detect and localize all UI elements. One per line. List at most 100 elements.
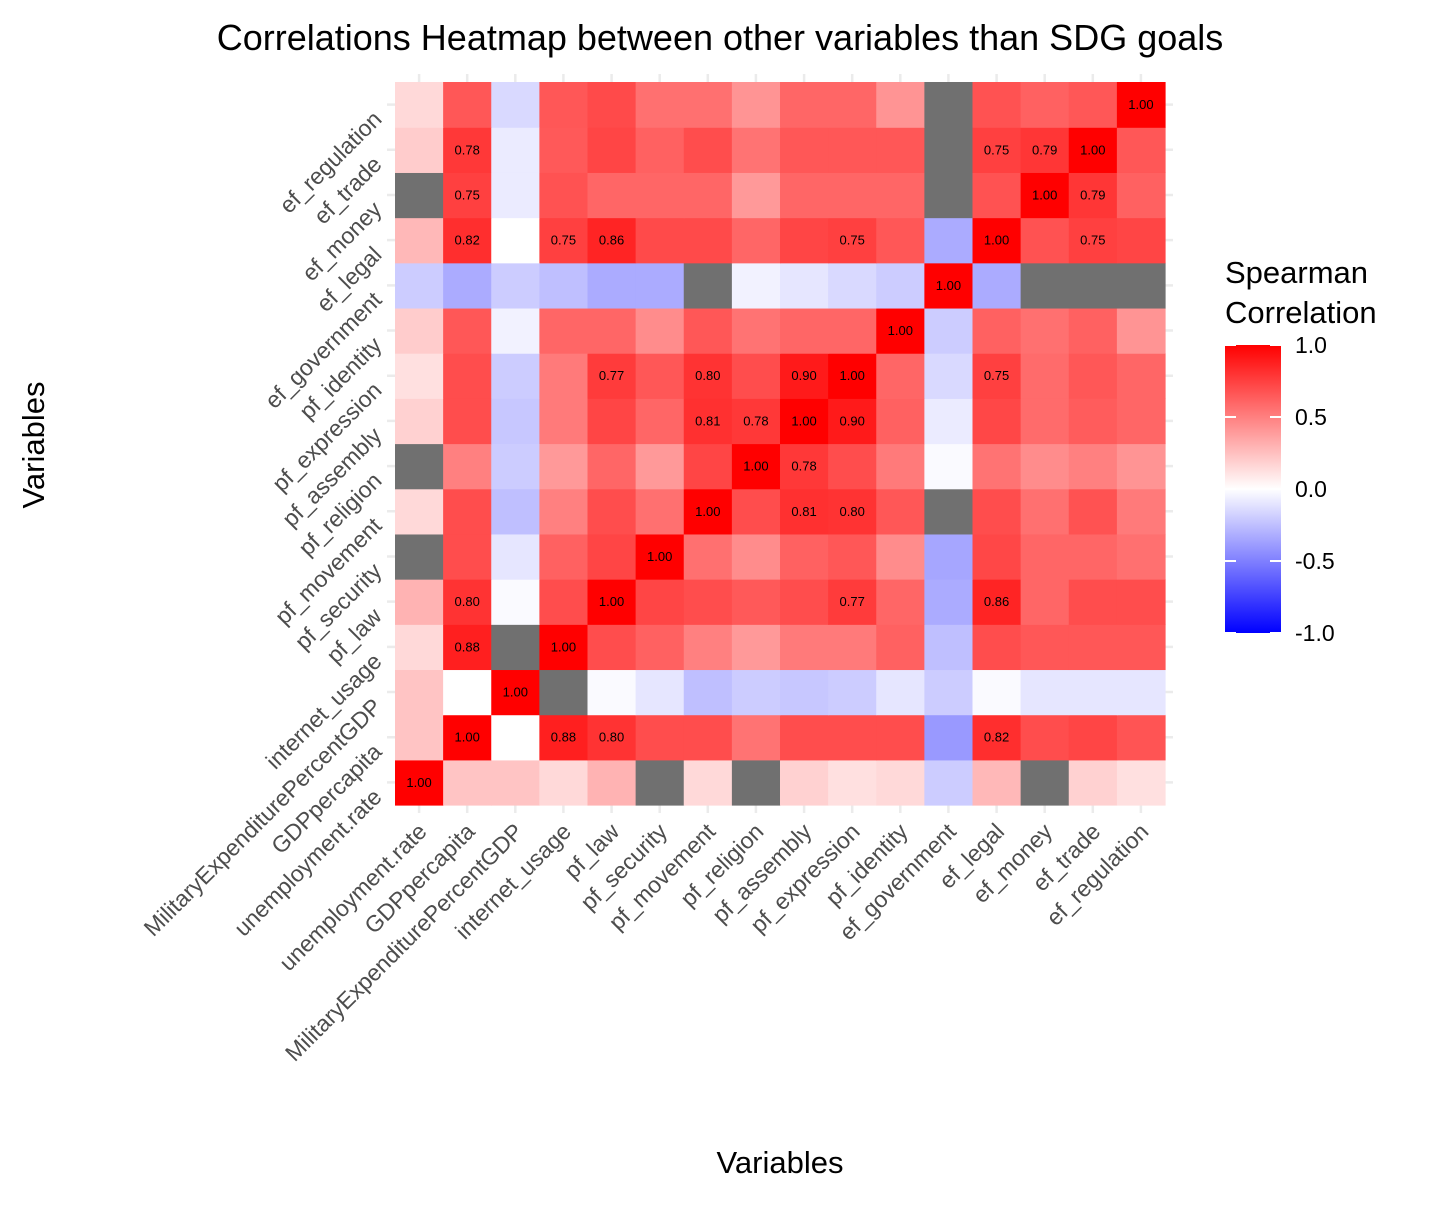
heatmap-cell-pf-identity-ef-government bbox=[924, 307, 974, 354]
heatmap-cell-pf-movement-pf-law bbox=[587, 488, 637, 535]
heatmap-cell-ef-trade-ef-money bbox=[1020, 127, 1070, 173]
heatmap-cell-unemployment-rate-pf-movement bbox=[683, 759, 733, 806]
heatmap-cell-ef-money-ef-legal bbox=[972, 172, 1022, 219]
heatmap-cell-militaryexpenditurepercentgdp-pf-expression bbox=[828, 669, 877, 716]
cell-value-label: 0.86 bbox=[984, 594, 1009, 609]
heatmap-cell-ef-money-militaryexpenditurepercentgdp bbox=[491, 172, 540, 219]
heatmap-cell-pf-movement-internet-usage bbox=[539, 488, 589, 535]
heatmap-cell-pf-expression-pf-religion bbox=[731, 353, 781, 399]
heatmap-cell-gdppercapita-pf-movement bbox=[683, 714, 733, 761]
heatmap-cell-pf-security-pf-expression bbox=[828, 533, 877, 580]
heatmap-cell-internet-usage-ef-legal bbox=[972, 624, 1022, 671]
cell-value-label: 0.80 bbox=[695, 368, 720, 383]
heatmap-cell-pf-movement-ef-regulation bbox=[1116, 488, 1166, 535]
cell-value-label: 1.00 bbox=[984, 233, 1009, 248]
heatmap-cell-ef-regulation-pf-security bbox=[635, 82, 685, 128]
heatmap-cell-unemployment-rate-ef-trade bbox=[1068, 759, 1118, 806]
heatmap-cell-ef-government-pf-assembly bbox=[780, 262, 829, 309]
heatmap-cell-ef-regulation-pf-identity bbox=[876, 82, 925, 128]
heatmap-cell-unemployment-rate-pf-expression bbox=[828, 759, 877, 806]
heatmap-cell-ef-money-ef-trade bbox=[1068, 172, 1118, 219]
heatmap-cell-internet-usage-pf-expression bbox=[828, 624, 877, 671]
heatmap-cell-pf-movement-pf-assembly bbox=[780, 488, 829, 535]
heatmap-cell-internet-usage-pf-security bbox=[635, 624, 685, 671]
heatmap-cell-gdppercapita-internet-usage bbox=[539, 714, 589, 761]
heatmap-cell-pf-law-ef-legal bbox=[972, 579, 1022, 625]
heatmap-cell-ef-money-pf-religion bbox=[731, 172, 781, 219]
heatmap-cell-internet-usage-militaryexpenditurepercentgdp bbox=[491, 624, 540, 671]
heatmap-cell-pf-security-gdppercapita bbox=[443, 533, 492, 580]
heatmap-cell-pf-identity-militaryexpenditurepercentgdp bbox=[491, 307, 540, 354]
heatmap-cell-pf-expression-ef-regulation bbox=[1116, 353, 1166, 399]
heatmap-cell-pf-identity-ef-trade bbox=[1068, 307, 1118, 354]
heatmap-cell-pf-expression-internet-usage bbox=[539, 353, 589, 399]
heatmap-cell-pf-identity-pf-movement bbox=[683, 307, 733, 354]
heatmap-cell-ef-government-militaryexpenditurepercentgdp bbox=[491, 262, 540, 309]
heatmap-cell-pf-assembly-ef-money bbox=[1020, 398, 1070, 445]
heatmap-cell-pf-expression-militaryexpenditurepercentgdp bbox=[491, 353, 540, 399]
heatmap-cell-internet-usage-pf-assembly bbox=[780, 624, 829, 671]
heatmap-cell-pf-security-internet-usage bbox=[539, 533, 589, 580]
heatmap-cell-ef-legal-internet-usage bbox=[539, 217, 589, 264]
heatmap-cell-pf-law-unemployment-rate bbox=[395, 579, 444, 625]
heatmap-cell-militaryexpenditurepercentgdp-ef-money bbox=[1020, 669, 1070, 716]
heatmap-cell-pf-religion-pf-religion bbox=[731, 443, 781, 490]
heatmap-cell-pf-security-pf-identity bbox=[876, 533, 925, 580]
heatmap-cell-ef-trade-ef-regulation bbox=[1116, 127, 1166, 173]
heatmap-cell-pf-law-pf-identity bbox=[876, 579, 925, 625]
heatmap-cell-ef-trade-pf-identity bbox=[876, 127, 925, 173]
heatmap-cell-internet-usage-gdppercapita bbox=[443, 624, 492, 671]
y-axis-tick-labels: unemployment.rateGDPpercapitaMilitaryExp… bbox=[139, 106, 387, 941]
heatmap-cell-pf-identity-pf-identity bbox=[876, 307, 925, 354]
heatmap-cell-ef-regulation-ef-government bbox=[924, 82, 974, 128]
y-axis-title: Variables bbox=[16, 382, 51, 509]
heatmap-cell-ef-government-internet-usage bbox=[539, 262, 589, 309]
heatmap-cell-gdppercapita-ef-government bbox=[924, 714, 974, 761]
heatmap-cell-pf-movement-pf-expression bbox=[828, 488, 877, 535]
heatmap-cell-gdppercapita-pf-law bbox=[587, 714, 637, 761]
heatmap-cell-ef-legal-ef-regulation bbox=[1116, 217, 1166, 264]
heatmap-cell-gdppercapita-gdppercapita bbox=[443, 714, 492, 761]
heatmap-cell-pf-identity-pf-assembly bbox=[780, 307, 829, 354]
heatmap-cell-pf-religion-pf-law bbox=[587, 443, 637, 490]
heatmap-cell-pf-movement-gdppercapita bbox=[443, 488, 492, 535]
heatmap-cell-pf-movement-pf-identity bbox=[876, 488, 925, 535]
heatmap-cell-ef-trade-unemployment-rate bbox=[395, 127, 444, 173]
heatmap-cell-unemployment-rate-ef-regulation bbox=[1116, 759, 1166, 806]
heatmap-cell-pf-assembly-pf-religion bbox=[731, 398, 781, 445]
heatmap-cell-unemployment-rate-internet-usage bbox=[539, 759, 589, 806]
heatmap-cell-ef-government-pf-expression bbox=[828, 262, 877, 309]
heatmap-cell-pf-identity-internet-usage bbox=[539, 307, 589, 354]
heatmap-cell-internet-usage-pf-movement bbox=[683, 624, 733, 671]
heatmap-cell-pf-religion-unemployment-rate bbox=[395, 443, 444, 490]
heatmap-cell-pf-expression-ef-trade bbox=[1068, 353, 1118, 399]
heatmap-cell-gdppercapita-pf-religion bbox=[731, 714, 781, 761]
heatmap-cell-ef-regulation-unemployment-rate bbox=[395, 82, 444, 128]
heatmap-cell-ef-legal-pf-religion bbox=[731, 217, 781, 264]
heatmap-cell-ef-money-gdppercapita bbox=[443, 172, 492, 219]
heatmap-cell-internet-usage-ef-regulation bbox=[1116, 624, 1166, 671]
heatmap-cell-militaryexpenditurepercentgdp-pf-identity bbox=[876, 669, 925, 716]
heatmap-cell-gdppercapita-ef-legal bbox=[972, 714, 1022, 761]
heatmap-cell-ef-regulation-pf-law bbox=[587, 82, 637, 128]
heatmap-cell-militaryexpenditurepercentgdp-ef-government bbox=[924, 669, 974, 716]
heatmap-cell-pf-identity-unemployment-rate bbox=[395, 307, 444, 354]
heatmap-cell-militaryexpenditurepercentgdp-ef-trade bbox=[1068, 669, 1118, 716]
heatmap-cell-militaryexpenditurepercentgdp-gdppercapita bbox=[443, 669, 492, 716]
cell-value-label: 1.00 bbox=[791, 413, 816, 428]
heatmap-cell-ef-legal-pf-law bbox=[587, 217, 637, 264]
heatmap-cell-pf-security-pf-religion bbox=[731, 533, 781, 580]
cell-value-label: 0.75 bbox=[1080, 233, 1105, 248]
heatmap-cell-gdppercapita-pf-assembly bbox=[780, 714, 829, 761]
heatmap-cell-ef-regulation-ef-regulation bbox=[1116, 82, 1166, 128]
heatmap-cell-ef-trade-pf-law bbox=[587, 127, 637, 173]
heatmap-cell-ef-regulation-ef-legal bbox=[972, 82, 1022, 128]
heatmap-cell-ef-legal-ef-government bbox=[924, 217, 974, 264]
heatmap-cell-pf-movement-ef-legal bbox=[972, 488, 1022, 535]
cell-value-label: 1.00 bbox=[1128, 97, 1153, 112]
heatmap-cell-ef-trade-militaryexpenditurepercentgdp bbox=[491, 127, 540, 173]
heatmap-cell-militaryexpenditurepercentgdp-pf-assembly bbox=[780, 669, 829, 716]
heatmap-cell-gdppercapita-ef-regulation bbox=[1116, 714, 1166, 761]
